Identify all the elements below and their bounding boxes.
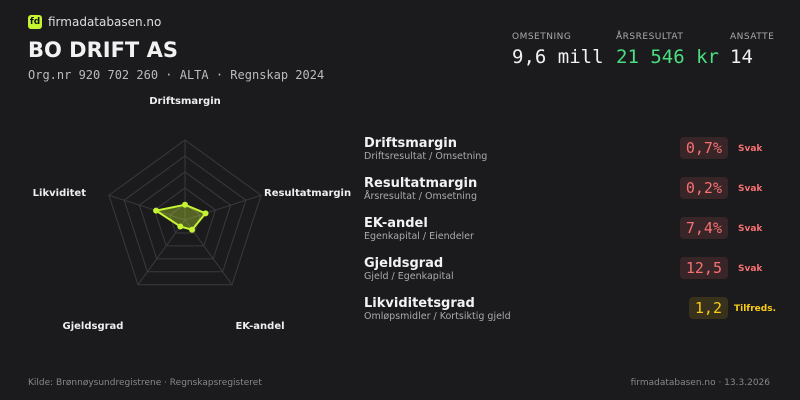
ratio-rating: Svak [738, 184, 763, 194]
data-area [153, 203, 208, 231]
axis-line [184, 194, 262, 221]
axis-label: Likviditet [33, 188, 87, 199]
ratio-formula: Årsresultat / Omsetning [364, 191, 477, 202]
grid-ring [138, 171, 232, 260]
metric-value: 21 546 kr [616, 46, 719, 68]
ratio-name: Likviditetsgrad [364, 296, 475, 311]
ratio-formula: Egenkapital / Eiendeler [364, 231, 474, 242]
grid-ring [169, 203, 201, 234]
axis-label: EK-andel [235, 321, 284, 332]
metric-label: OMSETNING [512, 32, 572, 42]
ratio-formula: Driftsresultat / Omsetning [364, 151, 488, 162]
grid-ring [123, 155, 247, 273]
ratio-formula: Gjeld / Egenkapital [364, 271, 454, 282]
ratio-name: Driftsmargin [364, 136, 458, 151]
radar-chart: Driftsmargin Resultatmargin EK-andel Gjelds… [33, 96, 351, 332]
ratio-name: Resultatmargin [364, 176, 478, 191]
ratio-value: 0,2% [679, 177, 728, 199]
ratio-rating: Tilfreds. [734, 304, 776, 314]
brand: firmadatabasen.no [48, 15, 162, 29]
subtitle: Org.nr 920 702 260 · ALTA · Regnskap 202… [28, 68, 325, 82]
site-date: firmadatabasen.no · 13.3.2026 [630, 378, 770, 388]
axis-label: Driftsmargin [149, 96, 221, 107]
company-name: BO DRIFT AS [28, 38, 178, 62]
data-point [182, 201, 188, 208]
data-point [177, 223, 184, 230]
ratio-rating: Svak [738, 264, 763, 274]
grid-ring [108, 139, 262, 286]
axis-label: Gjeldsgrad [63, 321, 124, 332]
data-point [153, 207, 160, 214]
ratio-rating: Svak [738, 224, 763, 234]
metric-value: 14 [730, 46, 753, 68]
source: Kilde: Brønnøysundregistrene · Regnskaps… [28, 378, 262, 388]
axis-label: Resultatmargin [264, 188, 351, 199]
data-point [202, 210, 209, 217]
grid-ring [153, 187, 217, 247]
ratio-value: 12,5 [679, 257, 728, 279]
metric-label: ÅRSRESULTAT [616, 32, 684, 42]
ratio-value: 1,2 [688, 297, 728, 319]
ratio-rating: Svak [738, 144, 763, 154]
ratio-formula: Omløpsmidler / Kortsiktig gjeld [364, 311, 511, 322]
metric-value: 9,6 mill [512, 46, 604, 68]
ratio-name: Gjeldsgrad [364, 256, 444, 271]
axis-line [108, 194, 186, 221]
ratio-value: 0,7% [679, 137, 728, 159]
metric-label: ANSATTE [730, 32, 775, 42]
data-point [189, 226, 196, 233]
ratio-name: EK-andel [364, 216, 428, 231]
logo: fd [28, 15, 42, 29]
axis-line [137, 219, 186, 286]
ratio-value: 7,4% [679, 217, 728, 239]
